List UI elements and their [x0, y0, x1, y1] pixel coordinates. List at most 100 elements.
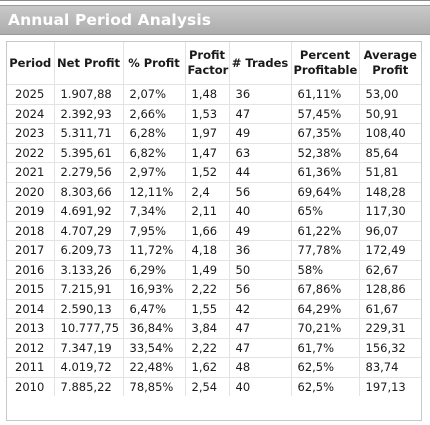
cell-profit-factor: 2,4: [184, 181, 230, 202]
column-header-period[interactable]: Period: [7, 42, 55, 85]
cell-percent-profitable: 62,5%: [290, 357, 360, 378]
cell-net-profit: 4.691,92: [53, 201, 124, 222]
cell-average-profit: 128,86: [358, 279, 421, 300]
cell-percent-profitable: 67,86%: [290, 279, 360, 300]
cell-trades: 36: [228, 240, 292, 261]
cell-percent-profit: 6,28%: [122, 123, 186, 144]
table-row[interactable]: 2020 8.303,66 12,11% 2,4 56 69,64% 148,28: [7, 181, 421, 202]
cell-trades: 40: [228, 376, 292, 396]
cell-profit-factor: 1,49: [184, 259, 230, 280]
cell-net-profit: 2.590,13: [53, 298, 124, 319]
table-row[interactable]: 2017 6.209,73 11,72% 4,18 36 77,78% 172,49: [7, 240, 421, 261]
table-body: 2025 1.907,88 2,07% 1,48 36 61,11% 53,00 2024 2.…: [7, 84, 421, 396]
cell-period: 2024: [7, 103, 55, 124]
cell-profit-factor: 1,97: [184, 123, 230, 144]
column-header-percent-profitable[interactable]: Percent Profitable: [290, 42, 360, 85]
cell-profit-factor: 1,53: [184, 103, 230, 124]
table-row[interactable]: 2012 7.347,19 33,54% 2,22 47 61,7% 156,32: [7, 337, 421, 358]
table-row[interactable]: 2011 4.019,72 22,48% 1,62 48 62,5% 83,74: [7, 357, 421, 378]
table-row[interactable]: 2021 2.279,56 2,97% 1,52 44 61,36% 51,81: [7, 162, 421, 183]
cell-percent-profit: 6,29%: [122, 259, 186, 280]
cell-profit-factor: 1,52: [184, 162, 230, 183]
cell-period: 2011: [7, 357, 55, 378]
cell-profit-factor: 1,55: [184, 298, 230, 319]
cell-percent-profitable: 64,29%: [290, 298, 360, 319]
cell-trades: 56: [228, 181, 292, 202]
cell-period: 2021: [7, 162, 55, 183]
cell-period: 2010: [7, 376, 55, 396]
cell-net-profit: 2.279,56: [53, 162, 124, 183]
cell-percent-profitable: 52,38%: [290, 142, 360, 163]
cell-profit-factor: 2,22: [184, 279, 230, 300]
annual-analysis-table: Period Net Profit % Profit Profit Factor…: [7, 42, 421, 396]
column-header-trades[interactable]: # Trades: [228, 42, 292, 85]
cell-trades: 50: [228, 259, 292, 280]
cell-period: 2014: [7, 298, 55, 319]
cell-trades: 49: [228, 123, 292, 144]
cell-percent-profit: 7,34%: [122, 201, 186, 222]
cell-average-profit: 108,40: [358, 123, 421, 144]
cell-net-profit: 10.777,75: [53, 318, 124, 339]
cell-trades: 44: [228, 162, 292, 183]
cell-period: 2012: [7, 337, 55, 358]
cell-net-profit: 7.215,91: [53, 279, 124, 300]
table-row[interactable]: 2025 1.907,88 2,07% 1,48 36 61,11% 53,00: [7, 84, 421, 105]
cell-percent-profitable: 61,36%: [290, 162, 360, 183]
cell-average-profit: 148,28: [358, 181, 421, 202]
cell-period: 2015: [7, 279, 55, 300]
table-row[interactable]: 2010 7.885,22 78,85% 2,54 40 62,5% 197,13: [7, 376, 421, 396]
cell-profit-factor: 1,62: [184, 357, 230, 378]
cell-period: 2023: [7, 123, 55, 144]
cell-percent-profit: 2,07%: [122, 84, 186, 105]
cell-average-profit: 197,13: [358, 376, 421, 396]
cell-profit-factor: 3,84: [184, 318, 230, 339]
cell-average-profit: 156,32: [358, 337, 421, 358]
cell-average-profit: 172,49: [358, 240, 421, 261]
table-row[interactable]: 2016 3.133,26 6,29% 1,49 50 58% 62,67: [7, 259, 421, 280]
panel-title: Annual Period Analysis: [8, 11, 212, 29]
cell-percent-profitable: 67,35%: [290, 123, 360, 144]
cell-net-profit: 2.392,93: [53, 103, 124, 124]
cell-average-profit: 85,64: [358, 142, 421, 163]
table-row[interactable]: 2014 2.590,13 6,47% 1,55 42 64,29% 61,67: [7, 298, 421, 319]
cell-percent-profitable: 70,21%: [290, 318, 360, 339]
cell-percent-profitable: 62,5%: [290, 376, 360, 396]
cell-percent-profitable: 61,22%: [290, 220, 360, 241]
cell-percent-profit: 36,84%: [122, 318, 186, 339]
cell-percent-profitable: 69,64%: [290, 181, 360, 202]
cell-percent-profitable: 58%: [290, 259, 360, 280]
column-header-profit-factor[interactable]: Profit Factor: [184, 42, 230, 85]
table-row[interactable]: 2018 4.707,29 7,95% 1,66 49 61,22% 96,07: [7, 220, 421, 241]
cell-profit-factor: 2,54: [184, 376, 230, 396]
cell-percent-profit: 2,97%: [122, 162, 186, 183]
table-row[interactable]: 2019 4.691,92 7,34% 2,11 40 65% 117,30: [7, 201, 421, 222]
table-row[interactable]: 2024 2.392,93 2,66% 1,53 47 57,45% 50,91: [7, 103, 421, 124]
column-header-percent-profit[interactable]: % Profit: [122, 42, 186, 85]
cell-net-profit: 6.209,73: [53, 240, 124, 261]
cell-percent-profit: 11,72%: [122, 240, 186, 261]
cell-trades: 36: [228, 84, 292, 105]
cell-percent-profitable: 57,45%: [290, 103, 360, 124]
table-row[interactable]: 2022 5.395,61 6,82% 1,47 63 52,38% 85,64: [7, 142, 421, 163]
cell-average-profit: 53,00: [358, 84, 421, 105]
cell-profit-factor: 1,66: [184, 220, 230, 241]
table-header-row: Period Net Profit % Profit Profit Factor…: [7, 42, 421, 85]
table-row[interactable]: 2013 10.777,75 36,84% 3,84 47 70,21% 229,31: [7, 318, 421, 339]
cell-average-profit: 50,91: [358, 103, 421, 124]
table-row[interactable]: 2023 5.311,71 6,28% 1,97 49 67,35% 108,40: [7, 123, 421, 144]
cell-percent-profit: 33,54%: [122, 337, 186, 358]
cell-net-profit: 5.395,61: [53, 142, 124, 163]
cell-average-profit: 83,74: [358, 357, 421, 378]
cell-period: 2016: [7, 259, 55, 280]
analysis-table-frame: Period Net Profit % Profit Profit Factor…: [6, 41, 422, 421]
cell-period: 2017: [7, 240, 55, 261]
cell-trades: 47: [228, 103, 292, 124]
column-header-average-profit[interactable]: Average Profit: [358, 42, 421, 85]
cell-net-profit: 8.303,66: [53, 181, 124, 202]
cell-period: 2013: [7, 318, 55, 339]
cell-net-profit: 4.707,29: [53, 220, 124, 241]
table-row[interactable]: 2015 7.215,91 16,93% 2,22 56 67,86% 128,86: [7, 279, 421, 300]
column-header-net-profit[interactable]: Net Profit: [53, 42, 124, 85]
cell-percent-profitable: 61,7%: [290, 337, 360, 358]
